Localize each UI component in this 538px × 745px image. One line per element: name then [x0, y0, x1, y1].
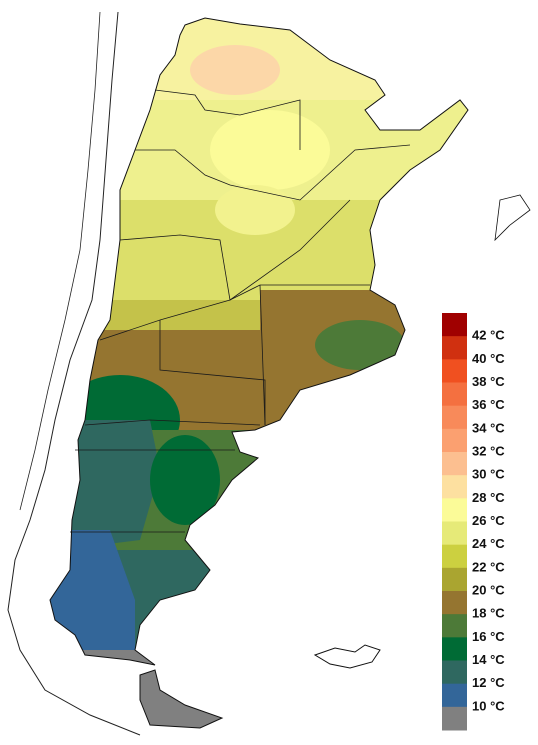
legend-label: 38 °C	[472, 374, 505, 389]
legend-label: 32 °C	[472, 443, 505, 458]
legend-swatch	[442, 428, 467, 453]
legend-swatch	[442, 359, 467, 383]
coast-uruguay	[494, 194, 531, 242]
legend-swatch	[442, 452, 467, 476]
chile-border	[19, 11, 101, 511]
legend-swatch	[442, 521, 467, 546]
legend-label: 12 °C	[472, 675, 505, 690]
legend-label: 20 °C	[472, 582, 505, 597]
legend: 42 °C 40 °C 38 °C 36 °C 34 °C 32 °C 30 °C 28 °C…	[442, 313, 505, 731]
legend-label: 28 °C	[472, 490, 505, 505]
legend-swatch	[442, 683, 467, 708]
legend-swatch	[442, 405, 467, 430]
legend-label: 40 °C	[472, 351, 505, 366]
legend-swatch	[442, 313, 467, 337]
tierra-del-fuego	[139, 669, 224, 729]
legend-label: 18 °C	[472, 606, 505, 621]
legend-swatch	[442, 614, 467, 638]
legend-swatch	[442, 544, 467, 569]
legend-label: 22 °C	[472, 559, 505, 574]
legend-label: 34 °C	[472, 420, 505, 435]
legend-label: 16 °C	[472, 629, 505, 644]
legend-swatch	[442, 382, 467, 407]
legend-label: 10 °C	[472, 698, 505, 713]
argentina-outline	[49, 17, 469, 666]
legend-swatch	[442, 660, 467, 685]
falkland-islands	[313, 644, 381, 669]
legend-label: 42 °C	[472, 328, 505, 343]
province-borders	[70, 89, 411, 533]
legend-swatch	[442, 591, 467, 615]
legend-swatch	[442, 637, 467, 661]
legend-label: 26 °C	[472, 513, 505, 528]
legend-swatch	[442, 475, 467, 499]
legend-swatch	[442, 498, 467, 522]
legend-label: 24 °C	[472, 536, 505, 551]
legend-swatch	[442, 567, 467, 592]
legend-label: 14 °C	[472, 652, 505, 667]
legend-swatch	[442, 706, 467, 731]
legend-label: 36 °C	[472, 397, 505, 412]
legend-swatch	[442, 336, 467, 360]
chile-coast	[7, 11, 141, 736]
legend-label: 30 °C	[472, 467, 505, 482]
